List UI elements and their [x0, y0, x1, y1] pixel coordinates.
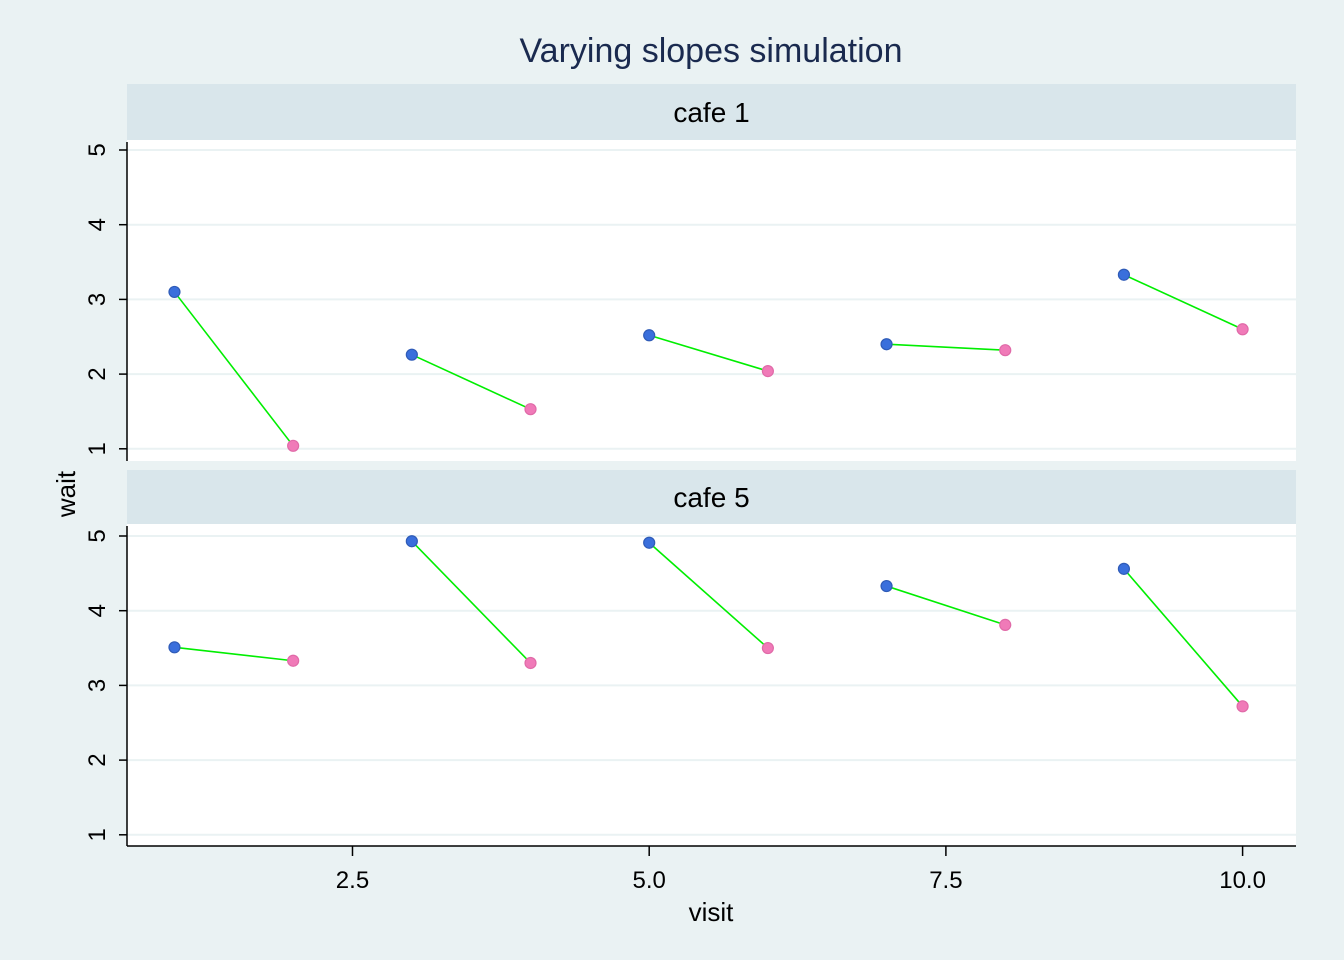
data-point-morning: [1117, 268, 1131, 281]
data-point-afternoon: [761, 641, 774, 655]
chart-title: Varying slopes simulation: [520, 32, 903, 70]
x-tick-label: 7.5: [929, 867, 962, 894]
slope-segment: [411, 540, 532, 664]
slope-segment: [648, 334, 769, 372]
slope-segment: [1123, 274, 1243, 331]
data-point-morning: [168, 641, 181, 654]
slope-segment: [1123, 568, 1244, 707]
slope-segment: [174, 646, 294, 662]
data-point-morning: [880, 579, 893, 593]
data-point-afternoon: [287, 654, 300, 667]
y-tick-label: 1: [84, 828, 111, 841]
facet-panel-1: cafe 1 1 2 3 4 5: [84, 84, 1296, 461]
facet-panel-2: cafe 5 1 2 3 4 5: [84, 470, 1296, 846]
y-tick-label: 5: [84, 529, 111, 542]
facet-panels: cafe 1 1 2 3 4 5 cafe 5 1 2 3 4 5: [84, 84, 1296, 846]
slope-segment: [886, 343, 1006, 351]
facet-strip-label: cafe 5: [673, 482, 749, 513]
y-tick-label: 3: [84, 679, 111, 692]
facet-strip: [127, 470, 1296, 524]
y-tick-label: 3: [84, 293, 111, 306]
y-axis-label: wait: [51, 470, 81, 518]
data-point-morning: [643, 329, 656, 342]
slope-segment: [173, 291, 294, 447]
y-tick-label: 5: [84, 143, 111, 156]
data-point-afternoon: [524, 656, 537, 670]
plot-area: [127, 140, 1296, 461]
x-tick-label: 10.0: [1219, 867, 1266, 894]
y-tick-label: 4: [84, 604, 111, 617]
data-point-morning: [1117, 562, 1131, 575]
slope-segment: [411, 353, 531, 410]
data-point-morning: [168, 285, 181, 299]
data-point-afternoon: [999, 344, 1012, 357]
y-tick-label: 2: [84, 753, 111, 766]
data-point-afternoon: [1236, 323, 1249, 336]
data-point-afternoon: [999, 618, 1012, 631]
data-point-afternoon: [287, 439, 300, 452]
x-tick-label: 5.0: [633, 867, 666, 894]
y-tick-label: 1: [84, 442, 111, 455]
x-axis-label: visit: [689, 897, 735, 927]
data-point-afternoon: [761, 365, 774, 378]
y-tick-label: 4: [84, 218, 111, 231]
data-point-morning: [880, 338, 893, 351]
x-tick-label: 2.5: [336, 867, 369, 894]
facet-strip-label: cafe 1: [673, 97, 749, 128]
slope-segment: [648, 542, 769, 649]
data-point-afternoon: [524, 403, 537, 416]
facet-strip: [127, 84, 1296, 140]
x-axis: 2.5 5.0 7.5 10.0: [127, 845, 1296, 894]
y-tick-label: 2: [84, 367, 111, 380]
slope-segment: [886, 585, 1006, 626]
data-point-morning: [405, 535, 418, 548]
data-point-morning: [643, 536, 656, 549]
data-point-afternoon: [1236, 700, 1249, 713]
data-point-morning: [405, 348, 418, 361]
